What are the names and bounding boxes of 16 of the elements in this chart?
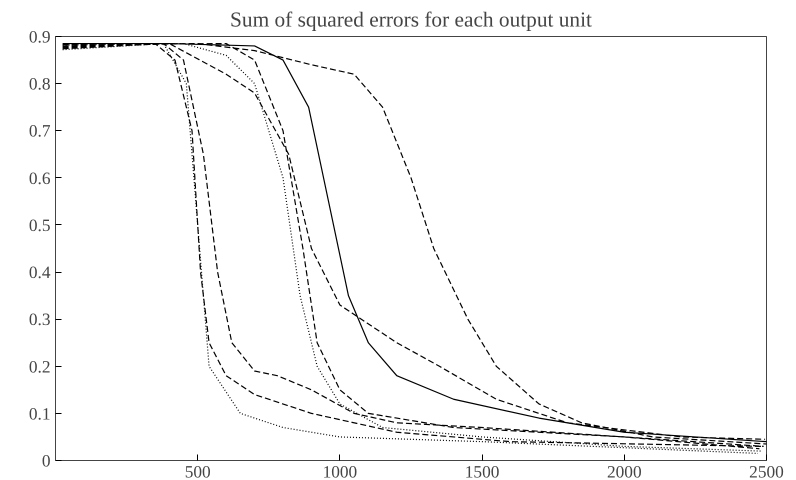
chart-title: Sum of squared errors for each output unit bbox=[230, 8, 592, 32]
y-tick-label: 0.1 bbox=[28, 404, 51, 424]
x-tick-label: 1500 bbox=[464, 462, 500, 480]
y-tick-label: 0.8 bbox=[28, 74, 51, 94]
y-tick-label: 0.2 bbox=[28, 357, 51, 376]
x-tick-label: 2500 bbox=[749, 462, 784, 480]
y-tick-label: 0.6 bbox=[28, 168, 51, 188]
y-tick-label: 0.9 bbox=[28, 28, 51, 46]
y-tick-label: 0.5 bbox=[28, 216, 51, 235]
x-tick-label: 500 bbox=[184, 462, 211, 480]
x-tick-label: 2000 bbox=[606, 462, 642, 480]
x-tick-label: 1000 bbox=[322, 462, 358, 480]
y-tick-label: 0.7 bbox=[28, 122, 51, 141]
y-tick-label: 0.3 bbox=[28, 310, 51, 330]
y-tick-label: 0.4 bbox=[28, 263, 51, 282]
y-tick-label: 0 bbox=[42, 452, 51, 470]
